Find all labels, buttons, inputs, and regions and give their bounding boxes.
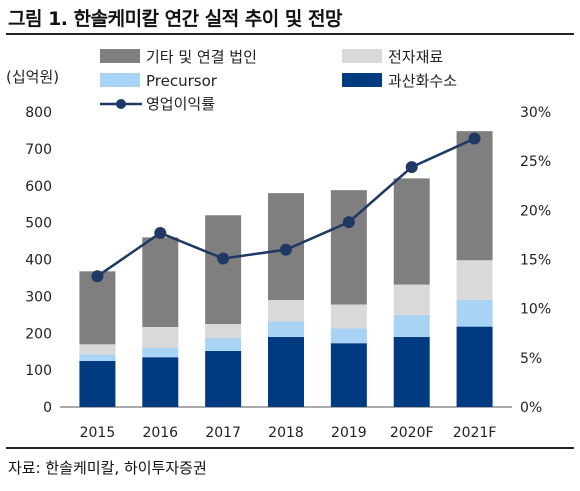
legend-label: 과산화수소: [388, 72, 457, 90]
bar-segment: [330, 328, 367, 344]
y2-tick-label: 10%: [520, 302, 551, 318]
bar-segment: [142, 326, 179, 348]
y-tick-label: 200: [25, 326, 52, 342]
bar-segment: [456, 300, 493, 327]
y-tick-label: 0: [43, 400, 52, 416]
bar-segment: [268, 321, 304, 337]
legend-swatch: [100, 49, 140, 63]
x-tick-label: 2020F: [390, 425, 434, 441]
bar-segment: [456, 326, 493, 407]
bar-segment: [456, 260, 493, 301]
x-tick-label: 2021F: [453, 425, 497, 441]
line-point: [154, 226, 167, 239]
y-tick-label: 500: [25, 216, 52, 232]
bar-segment: [393, 178, 430, 285]
line-point: [405, 161, 418, 174]
y-tick-label: 700: [25, 142, 52, 158]
bar-segment: [205, 350, 242, 407]
line-point: [468, 132, 481, 145]
legend-line-marker: [116, 99, 126, 109]
bar-segment: [330, 190, 367, 305]
source-note: 자료: 한솔케미칼, 하이투자증권: [8, 459, 207, 477]
bar-segment: [330, 343, 367, 407]
y-tick-label: 100: [25, 363, 52, 379]
legend-swatch: [342, 73, 382, 87]
y2-tick-label: 5%: [520, 351, 542, 367]
line-point: [280, 243, 292, 256]
legend-swatch: [100, 73, 140, 87]
line-point: [217, 252, 230, 265]
bar-segment: [142, 357, 179, 407]
x-tick-label: 2017: [205, 425, 241, 441]
x-tick-label: 2016: [142, 425, 178, 441]
bar-segment: [205, 324, 242, 339]
bar-segment: [393, 314, 430, 337]
bars: [79, 131, 493, 407]
y-tick-label: 800: [25, 105, 52, 121]
title-divider: [6, 33, 574, 35]
bar-segment: [142, 237, 179, 327]
operating-margin-line: [91, 132, 481, 283]
bar-segment: [142, 348, 179, 358]
legend-label: 기타 및 연결 법인: [146, 48, 257, 66]
x-tick-label: 2018: [268, 425, 304, 441]
bar-segment: [268, 300, 304, 322]
y-tick-label: 300: [25, 289, 52, 305]
bar-segment: [79, 271, 116, 345]
bar-segment: [393, 284, 430, 315]
x-tick-label: 2015: [80, 425, 116, 441]
figure-title: 그림 1. 한솔케미칼 연간 실적 추이 및 전망: [8, 8, 342, 30]
y2-tick-label: 0%: [520, 400, 542, 416]
bar-segment: [79, 344, 116, 355]
bar-segment: [456, 131, 493, 261]
bar-segment: [205, 338, 242, 351]
y-tick-label: 400: [25, 253, 52, 269]
line-point: [91, 270, 104, 283]
legend-swatch: [342, 49, 382, 63]
legend-label: 영업이익률: [146, 95, 215, 113]
bar-segment: [268, 336, 304, 407]
y2-tick-label: 25%: [520, 154, 551, 170]
source-divider: [6, 447, 574, 449]
bar-segment: [205, 215, 242, 325]
bar-segment: [79, 360, 116, 407]
x-tick-label: 2019: [331, 425, 367, 441]
legend-label: Precursor: [146, 72, 218, 90]
y2-tick-label: 30%: [520, 105, 551, 121]
y2-tick-label: 20%: [520, 203, 551, 219]
bar-segment: [330, 304, 367, 329]
bar-segment: [79, 354, 116, 361]
y-axis-label: (십억원): [6, 68, 59, 86]
line-point: [342, 216, 355, 229]
legend-label: 전자재료: [388, 48, 443, 66]
y-tick-label: 600: [25, 179, 52, 195]
y2-tick-label: 15%: [520, 253, 551, 269]
bar-segment: [393, 336, 430, 407]
